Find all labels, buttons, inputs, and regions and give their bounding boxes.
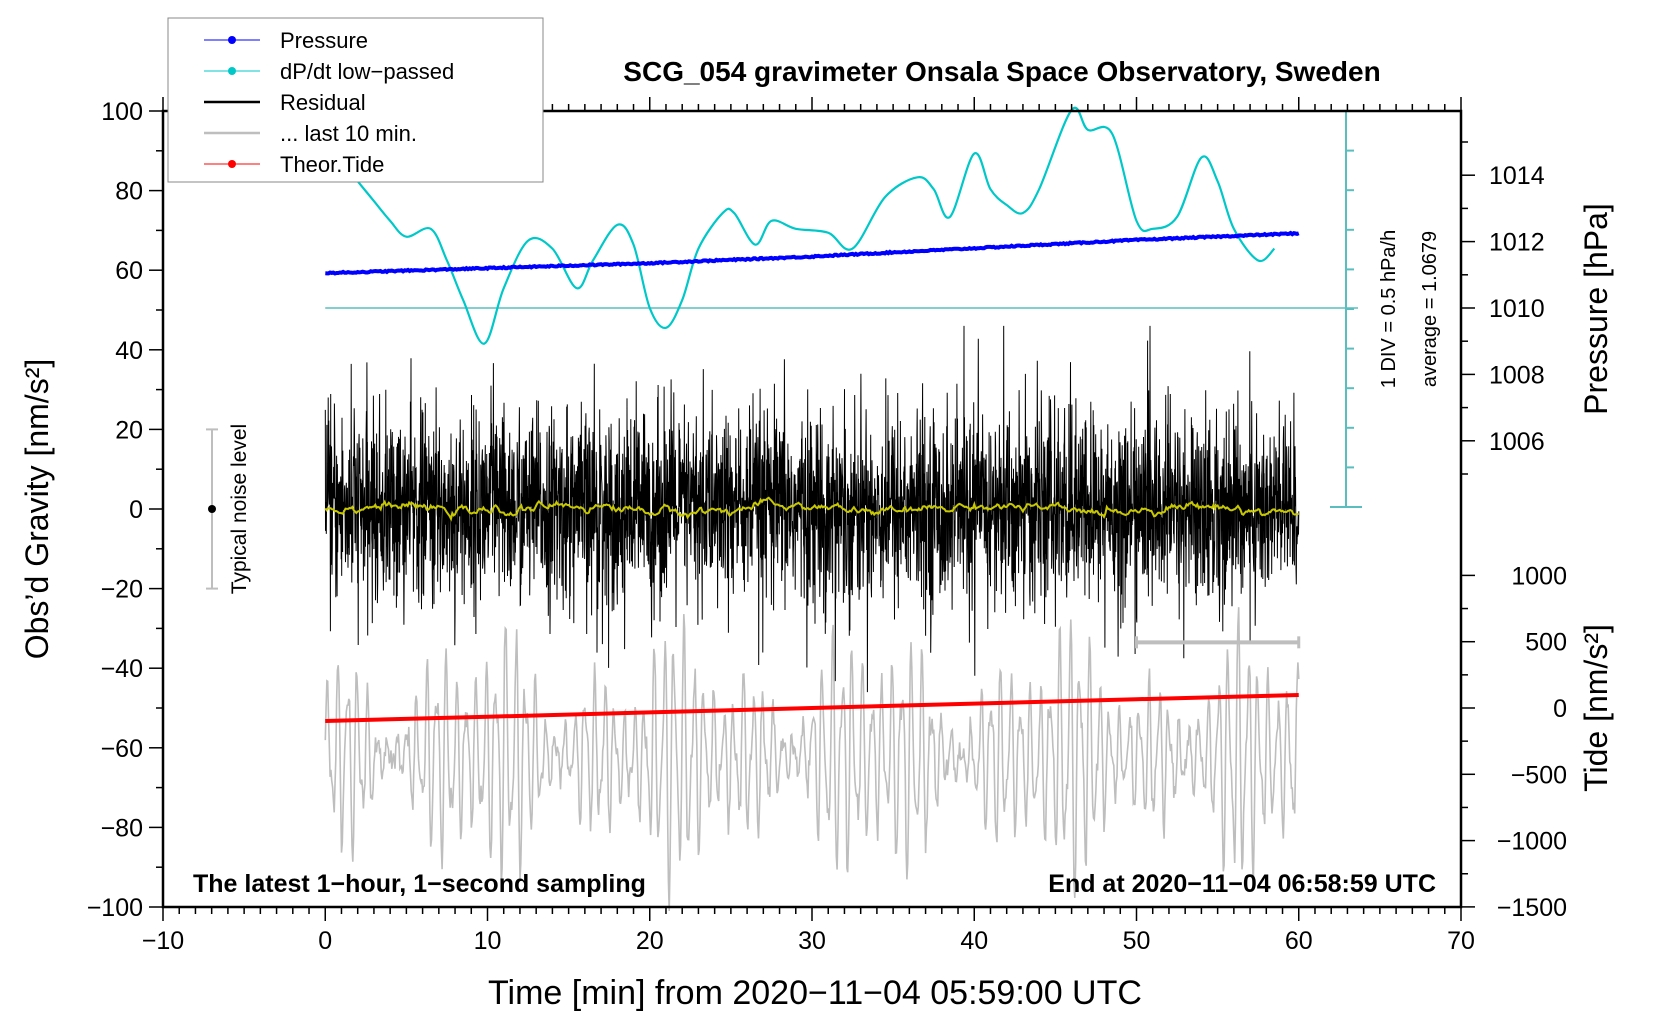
y-tick-label-left: 20: [115, 416, 143, 444]
legend-box: [167, 17, 544, 183]
x-tick-label: 50: [1123, 927, 1151, 955]
y-tick-label-left: −100: [87, 894, 143, 922]
pressure-tick-label: 1010: [1489, 295, 1545, 323]
x-tick-label: 0: [318, 927, 332, 955]
tide-tick-label: 1000: [1511, 562, 1567, 590]
pressure-line: [325, 230, 1300, 276]
residual-line: [324, 325, 1300, 693]
legend-label: dP/dt low−passed: [280, 59, 454, 84]
tide-tick-label: −1500: [1497, 894, 1567, 922]
noise-level-label: Typical noise level: [228, 424, 251, 594]
legend-label: Residual: [280, 90, 366, 115]
x-tick-label: 40: [960, 927, 988, 955]
annotation-end-time: End at 2020−11−04 06:58:59 UTC: [1048, 870, 1436, 898]
tide-tick-label: 500: [1525, 629, 1567, 657]
legend-marker: [228, 160, 236, 168]
y-tick-label-left: 60: [115, 257, 143, 285]
x-axis-label: Time [min] from 2020−11−04 05:59:00 UTC: [488, 974, 1142, 1012]
pressure-tick-label: 1008: [1489, 361, 1545, 389]
x-tick-label: −10: [142, 927, 184, 955]
y-tick-label-left: 0: [129, 496, 143, 524]
tide-tick-label: −500: [1511, 761, 1567, 789]
y-tick-label-left: −20: [101, 576, 143, 604]
x-tick-label: 20: [636, 927, 664, 955]
x-tick-label: 60: [1285, 927, 1313, 955]
y-tick-label-left: −40: [101, 655, 143, 683]
tide-tick-label: 0: [1553, 695, 1567, 723]
residual-smoothed-line: [324, 496, 1300, 522]
tide-tick-label: −1000: [1497, 828, 1567, 856]
legend-label: Pressure: [280, 28, 368, 53]
pressure-tick-label: 1014: [1489, 162, 1545, 190]
annotation-sampling: The latest 1−hour, 1−second sampling: [193, 870, 646, 898]
dpdt-average-label: average = 1.0679: [1419, 231, 1441, 387]
dpdt-scale-label: 1 DIV = 0.5 hPa/h: [1378, 230, 1400, 388]
pressure-tick-label: 1006: [1489, 428, 1545, 456]
legend-label: ... last 10 min.: [280, 121, 417, 146]
y-tick-label-left: 80: [115, 178, 143, 206]
pressure-tick-label: 1012: [1489, 229, 1545, 257]
series-layer: [206, 106, 1362, 912]
y-axis-label-left: Obs’d Gravity [nm/s²]: [19, 359, 55, 660]
x-tick-label: 30: [798, 927, 826, 955]
y-tick-label-left: 40: [115, 337, 143, 365]
y-tick-label-left: 100: [101, 98, 143, 126]
dpdt-line: [356, 106, 1276, 345]
legend-label: Theor.Tide: [280, 152, 384, 177]
x-tick-label: 70: [1447, 927, 1475, 955]
legend-marker: [228, 67, 236, 75]
x-tick-label: 10: [474, 927, 502, 955]
y-tick-label-left: −80: [101, 814, 143, 842]
last-10-min-line: [324, 607, 1300, 912]
y-tick-label-left: −60: [101, 735, 143, 763]
noise-level-dot: [208, 505, 216, 513]
axes: −10 0 10 20 30 40 50 60 70100806040200−20−40−60−…: [87, 97, 1567, 955]
chart-title: SCG_054 gravimeter Onsala Space Observat…: [623, 56, 1380, 87]
y-axis-label-pressure: Pressure [hPa]: [1578, 203, 1614, 415]
y-axis-label-tide: Tide [nm/s²]: [1578, 624, 1614, 792]
legend-marker: [228, 36, 236, 44]
tide-line: [325, 693, 1299, 723]
legend: Pressure dP/dt low−passed Residual ... last…: [167, 17, 544, 183]
